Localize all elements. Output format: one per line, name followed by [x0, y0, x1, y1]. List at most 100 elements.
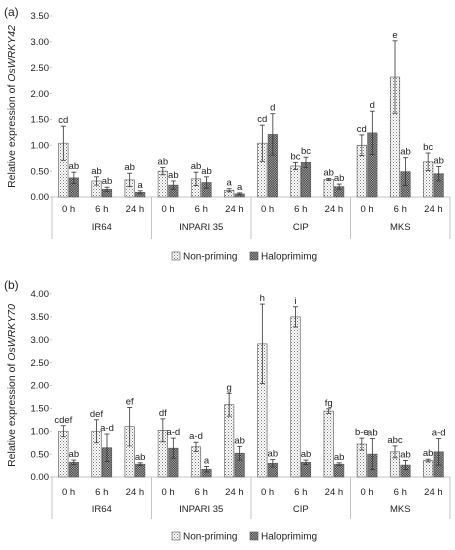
legend-swatch-halopriming: [249, 251, 259, 261]
significance-label: a-d: [100, 423, 114, 434]
group-label: MKS: [390, 504, 411, 515]
significance-label: ab: [191, 161, 202, 172]
y-tick-label: 1.00: [31, 426, 50, 437]
time-label: 0 h: [360, 204, 373, 215]
significance-label: bc: [290, 151, 300, 162]
legend: Non-priming Haloprimimg: [171, 531, 317, 543]
significance-label: ab: [201, 166, 212, 177]
significance-label: ab: [69, 161, 80, 172]
time-label: 6 h: [195, 487, 208, 498]
bar-halopriming: [334, 463, 345, 478]
significance-label: a: [138, 180, 144, 191]
significance-label: cd: [58, 115, 68, 126]
significance-label: ab: [234, 435, 245, 446]
y-tick-label: 3.50: [31, 11, 50, 22]
chart-oswrky70: (b) Relative expression of OsWRKY70 0.00 0.…: [4, 278, 451, 543]
significance-label: e: [392, 30, 397, 41]
significance-label: bc: [423, 142, 433, 153]
significance-label: a-d: [432, 428, 446, 439]
significance-label: ab: [168, 170, 179, 181]
y-tick-label: 2.00: [31, 381, 50, 392]
legend: Non-priming Haloprimimg: [171, 251, 317, 263]
significance-label: ef: [126, 396, 134, 407]
bar-non-priming: [323, 179, 334, 198]
y-axis-label-prefix: Relative expression of: [6, 82, 18, 188]
time-label: 0 h: [62, 487, 75, 498]
y-tick-label: 2.00: [31, 89, 50, 100]
time-label: 0 h: [360, 487, 373, 498]
significance-label: b-e: [355, 427, 369, 438]
time-label: 6 h: [294, 204, 307, 215]
time-label: 24 h: [424, 204, 443, 215]
time-label: 6 h: [95, 204, 108, 215]
time-label: 24 h: [126, 204, 145, 215]
group-label: INPARI 35: [179, 504, 223, 515]
time-label: 24 h: [225, 487, 244, 498]
bar-non-priming: [423, 460, 434, 478]
significance-label: ab: [433, 155, 444, 166]
significance-label: i: [294, 296, 296, 307]
significance-label: a-d: [166, 427, 180, 438]
significance-label: ab: [400, 147, 411, 158]
y-tick-label: 3.00: [31, 335, 50, 346]
time-label: 24 h: [325, 204, 344, 215]
legend-label-non-priming: Non-priming: [183, 252, 237, 263]
significance-label: df: [159, 408, 167, 419]
y-tick-label: 0.00: [31, 472, 50, 483]
time-label: 0 h: [261, 204, 274, 215]
significance-label: bc: [301, 146, 311, 157]
significance-label: a: [227, 178, 233, 189]
y-axis-label: Relative expression of OsWRKY70: [6, 304, 18, 467]
significance-label: ab: [323, 167, 334, 178]
significance-label: abc: [387, 435, 403, 446]
significance-label: a: [204, 455, 210, 466]
y-axis-label-prefix: Relative expression of: [6, 361, 18, 467]
panel-label: (b): [4, 278, 19, 292]
group-label: IR64: [92, 504, 112, 515]
y-tick-label: 0.00: [31, 192, 50, 203]
significance-label: cd: [257, 114, 267, 125]
time-label: 24 h: [424, 487, 443, 498]
group-label: IR64: [92, 222, 112, 233]
legend-swatch-non-priming: [171, 531, 181, 541]
time-label: 24 h: [225, 204, 244, 215]
y-axis-label: Relative expression of OsWRKY42: [6, 25, 18, 188]
chart-oswrky42: (a) Relative expression of OsWRKY42 0.00 0.…: [4, 5, 451, 263]
group-label: MKS: [390, 222, 411, 233]
bar-non-priming: [58, 430, 69, 478]
y-tick-label: 3.50: [31, 312, 50, 323]
legend-label-halopriming: Haloprimimg: [261, 532, 317, 543]
significance-label: fg: [325, 398, 333, 409]
significance-label: a-d: [189, 431, 203, 442]
y-tick-label: 1.50: [31, 115, 50, 126]
significance-label: ab: [135, 452, 146, 463]
time-label: 24 h: [325, 487, 344, 498]
legend-label-halopriming: Haloprimimg: [261, 252, 317, 263]
y-tick-label: 0.50: [31, 449, 50, 460]
time-label: 6 h: [195, 204, 208, 215]
significance-label: def: [90, 409, 104, 420]
legend-label-non-priming: Non-priming: [183, 532, 237, 543]
time-label: 0 h: [161, 487, 174, 498]
significance-label: ab: [400, 450, 411, 461]
significance-label: ab: [69, 449, 80, 460]
significance-label: ab: [301, 449, 312, 460]
significance-label: d: [270, 103, 275, 114]
group-label: CIP: [293, 504, 309, 515]
y-tick-label: 2.50: [31, 63, 50, 74]
significance-label: ab: [334, 452, 345, 463]
bar-halopriming: [135, 463, 146, 478]
time-label: 6 h: [294, 487, 307, 498]
time-label: 0 h: [62, 204, 75, 215]
significance-label: ab: [158, 157, 169, 168]
time-label: 6 h: [394, 487, 407, 498]
significance-label: cd: [357, 124, 367, 135]
y-tick-label: 2.50: [31, 358, 50, 369]
y-axis-label-gene: OsWRKY70: [6, 304, 18, 361]
time-label: 0 h: [161, 204, 174, 215]
y-axis-label-gene: OsWRKY42: [6, 25, 18, 82]
significance-label: g: [227, 382, 232, 393]
time-label: 24 h: [126, 487, 145, 498]
panel-label: (a): [4, 5, 19, 19]
